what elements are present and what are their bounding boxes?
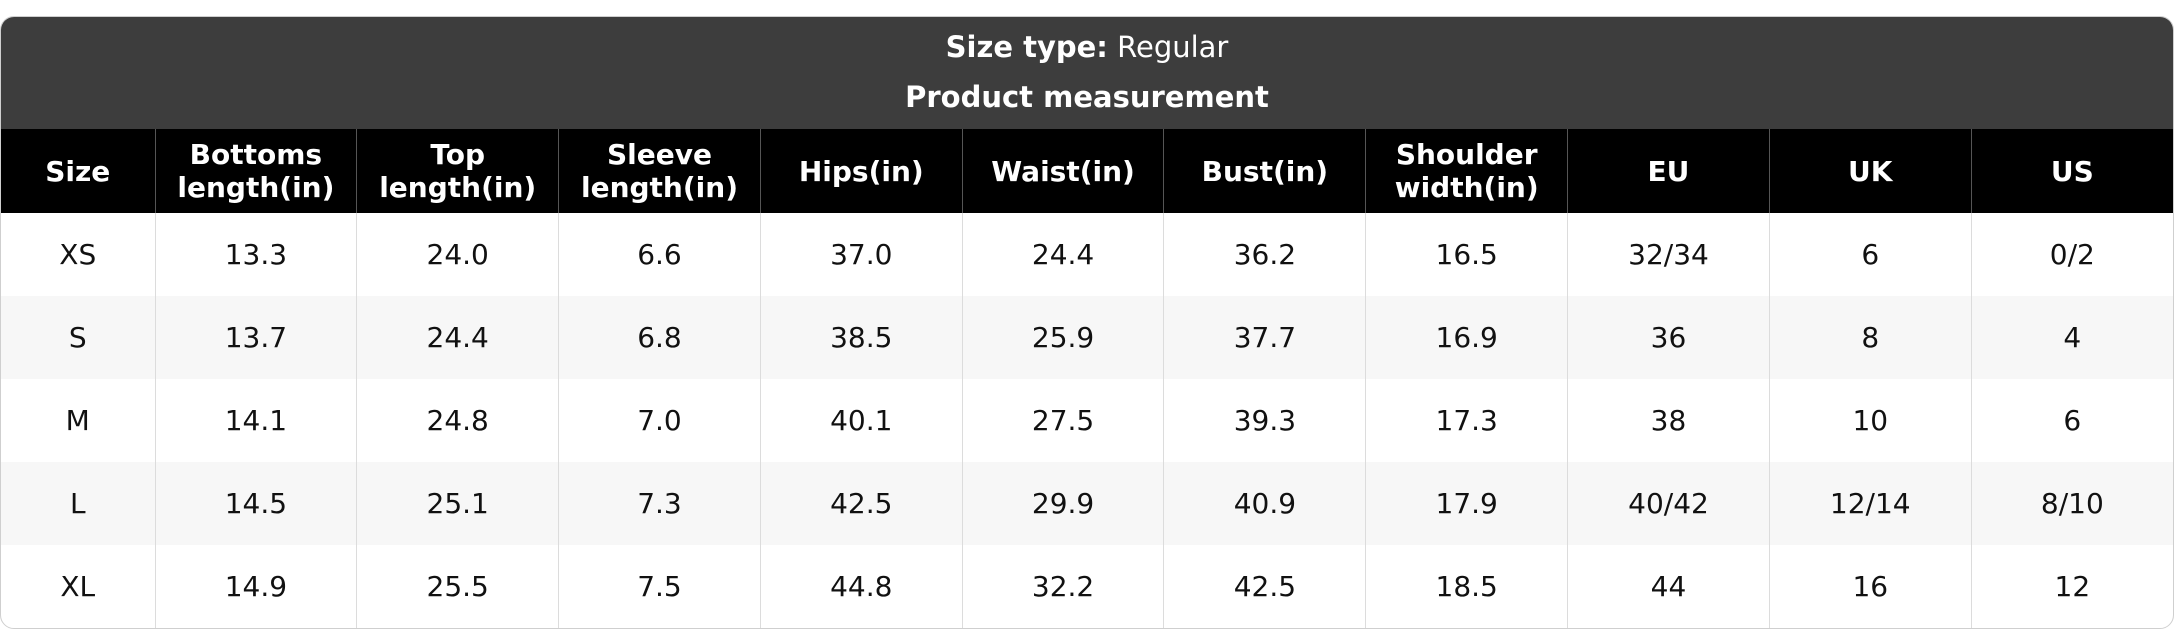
table-cell: 29.9 — [961, 462, 1164, 545]
table-cell: 16 — [1768, 545, 1972, 628]
column-header: Sleeve length(in) — [558, 129, 761, 213]
table-cell: 14.9 — [154, 545, 357, 628]
table-cell: 40.1 — [759, 379, 963, 462]
size-type-label: Size type: — [945, 30, 1108, 64]
table-cell: 14.5 — [154, 462, 357, 545]
table-cell: 13.3 — [154, 213, 357, 296]
column-header: US — [1970, 129, 2173, 213]
table-row: M 14.1 24.8 7.0 40.1 27.5 39.3 17.3 38 10 6 — [1, 379, 2173, 462]
column-header: Bottoms length(in) — [154, 129, 357, 213]
table-cell: 14.1 — [154, 379, 357, 462]
size-type-value: Regular — [1117, 30, 1229, 64]
table-cell: XS — [59, 238, 97, 271]
table-cell: 25.1 — [356, 462, 559, 545]
table-cell: 24.8 — [356, 379, 559, 462]
table-cell: 18.5 — [1365, 545, 1568, 628]
table-cell: 7.3 — [558, 462, 761, 545]
table-cell: L — [1, 462, 155, 545]
subtitle: Product measurement — [905, 80, 1269, 114]
table-cell: 8 — [1768, 296, 1972, 379]
table-cell: 24.4 — [356, 296, 559, 379]
table-cell: 44 — [1567, 545, 1770, 628]
table-cell: 27.5 — [961, 379, 1164, 462]
column-header: Top length(in) — [356, 129, 559, 213]
table-cell: 6 — [1970, 379, 2173, 462]
table-cell: 8/10 — [1970, 462, 2173, 545]
table-cell: 12/14 — [1768, 462, 1972, 545]
table-cell: 24.0 — [356, 213, 559, 296]
table-row: XL 14.9 25.5 7.5 44.8 32.2 42.5 18.5 44 16 12 — [1, 545, 2173, 628]
table-cell: 25.9 — [961, 296, 1164, 379]
table-cell: 40.9 — [1163, 462, 1366, 545]
table-row: L 14.5 25.1 7.3 42.5 29.9 40.9 17.9 40/42 12/14 8/… — [1, 462, 2173, 545]
column-header: EU — [1567, 129, 1770, 213]
measurement-table: Size Bottoms length(in) Top length(in) Slee… — [1, 129, 2173, 628]
table-cell: 13.7 — [154, 296, 357, 379]
table-cell: 42.5 — [759, 462, 963, 545]
table-cell: 0/2 — [1970, 213, 2173, 296]
table-cell: XL — [60, 570, 96, 603]
table-cell: 7.0 — [558, 379, 761, 462]
table-cell: 42.5 — [1163, 545, 1366, 628]
column-header: Waist(in) — [961, 129, 1164, 213]
table-cell: 37.0 — [759, 213, 963, 296]
table-cell: M — [65, 404, 90, 437]
table-row: S 13.7 24.4 6.8 38.5 25.9 37.7 16.9 36 8 4 — [1, 296, 2173, 379]
table-cell: 6.6 — [558, 213, 761, 296]
table-cell: 6 — [1768, 213, 1972, 296]
table-cell: 36 — [1567, 296, 1770, 379]
table-cell: 10 — [1768, 379, 1972, 462]
table-cell: 36.2 — [1163, 213, 1366, 296]
table-cell: 24.4 — [961, 213, 1164, 296]
size-chart: Size type: Regular Product measurement S… — [0, 16, 2174, 629]
table-cell: 16.9 — [1365, 296, 1568, 379]
table-cell: 25.5 — [356, 545, 559, 628]
header: Size type: Regular Product measurement — [1, 17, 2173, 129]
table-cell: 16.5 — [1365, 213, 1568, 296]
table-cell: 6.8 — [558, 296, 761, 379]
column-header: Bust(in) — [1163, 129, 1366, 213]
table-cell: 44.8 — [759, 545, 963, 628]
table-cell: 32.2 — [961, 545, 1164, 628]
table-cell: 17.3 — [1365, 379, 1568, 462]
table-cell: 37.7 — [1163, 296, 1366, 379]
column-header: Shoulder width(in) — [1365, 129, 1568, 213]
table-cell: 12 — [1970, 545, 2173, 628]
table-cell: 7.5 — [558, 545, 761, 628]
table-cell: 32/34 — [1567, 213, 1770, 296]
table-cell: 17.9 — [1365, 462, 1568, 545]
table-cell: 38.5 — [759, 296, 963, 379]
header-row: Size Bottoms length(in) Top length(in) Slee… — [1, 129, 2173, 213]
table-cell: 40/42 — [1567, 462, 1770, 545]
table-cell: 4 — [1970, 296, 2173, 379]
table-cell: 38 — [1567, 379, 1770, 462]
column-header: Hips(in) — [759, 129, 963, 213]
table-row: XS 13.3 24.0 6.6 37.0 24.4 36.2 16.5 32/34 6 0/2 — [1, 213, 2173, 296]
column-header: UK — [1768, 129, 1972, 213]
table-cell: 39.3 — [1163, 379, 1366, 462]
size-type: Size type: Regular — [1, 17, 2173, 77]
column-header: Size — [1, 129, 155, 213]
table-cell: S — [1, 296, 155, 379]
